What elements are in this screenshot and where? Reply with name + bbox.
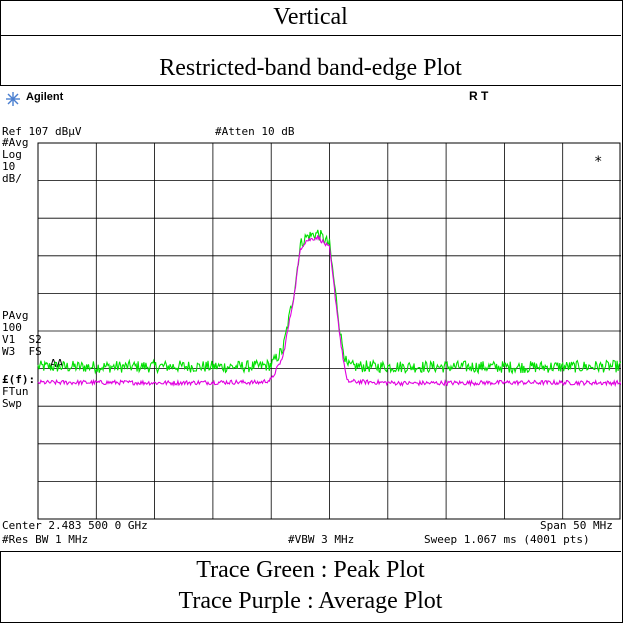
avg-label: #Avg [2, 136, 29, 149]
agilent-logo-icon [6, 92, 20, 106]
spectrum-plot [37, 142, 621, 520]
analyzer-screen: Agilent R T Ref 107 dBµV #Atten 10 dB #A… [0, 86, 621, 551]
figure-subtitle: Restricted-band band-edge Plot [159, 55, 462, 81]
ref-level: Ref 107 dBµV [2, 125, 82, 138]
pavg-label: PAvg [2, 309, 29, 322]
divider [0, 551, 621, 552]
marker-symbol: * [594, 154, 603, 170]
sweep-time: Sweep 1.067 ms (4001 pts) [424, 533, 590, 546]
scale-type: Log [2, 148, 22, 161]
scale-value: 10 [2, 160, 16, 173]
resolution-bandwidth: #Res BW 1 MHz [2, 533, 89, 546]
span: Span 50 MHz [540, 519, 613, 532]
sweep-label: Swp [2, 397, 22, 410]
center-frequency: Center 2.483 500 0 GHz [2, 519, 148, 532]
peak-trace [37, 229, 621, 375]
freq-label: £(f): [2, 373, 36, 386]
status-indicator: R T [469, 89, 489, 103]
average-trace [37, 235, 621, 388]
ftun-label: FTun [2, 385, 29, 398]
divider [0, 85, 621, 86]
pavg-value: 100 [2, 321, 22, 334]
scale-unit: dB/ [2, 172, 22, 185]
divider [0, 35, 621, 36]
legend-average: Trace Purple : Average Plot [178, 588, 443, 614]
video-bandwidth: #VBW 3 MHz [288, 533, 355, 546]
figure-title: Vertical [273, 4, 348, 30]
legend-peak: Trace Green : Peak Plot [196, 557, 425, 583]
attenuation: #Atten 10 dB [215, 125, 295, 138]
brand-name: Agilent [26, 91, 64, 103]
